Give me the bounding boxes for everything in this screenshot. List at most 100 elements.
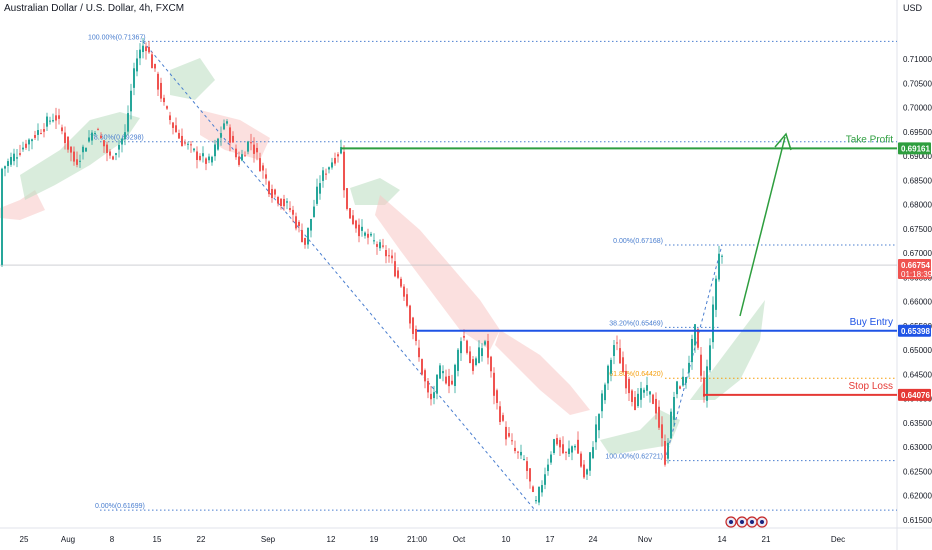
fib-level-label: 0.00%(0.61699) [95,503,145,510]
x-tick-label: Aug [61,535,75,544]
candle-body [349,208,351,219]
candle-body [619,348,621,364]
fib-level-label: 0.00%(0.67168) [613,238,663,245]
candle-body [301,230,303,243]
candle-body [295,216,297,229]
y-tick-label: 0.70000 [903,104,932,113]
candle-body [292,209,294,215]
x-tick-label: 14 [718,535,727,544]
candle-body [184,142,186,144]
candle-body [664,441,666,465]
candle-body [358,224,360,237]
candle-body [205,158,207,164]
candle-body [658,406,660,428]
candle-body [256,147,258,153]
candle-body [73,151,75,162]
candle-body [475,358,477,366]
cloud-segment [375,195,500,350]
candle-body [7,161,9,166]
candle-body [85,147,87,152]
candle-body [64,132,66,144]
fib-trendline [664,244,723,461]
target-arrow-head [774,132,792,151]
candle-body [4,166,6,169]
candle-body [535,500,537,502]
candle-body [709,345,711,371]
fib-level-label: 100.00%(0.71367) [88,34,146,41]
current-price-tag-text: 0.66754 [901,261,930,270]
candle-body [223,123,225,130]
candle-body [385,249,387,257]
candle-body [376,244,378,247]
candle-body [241,154,243,161]
candle-body [673,397,675,420]
x-tick-label: Nov [638,535,652,544]
candle-body [478,347,480,363]
candle-body [334,158,336,164]
candle-body [496,390,498,403]
candle-body [97,129,99,131]
y-tick-label: 0.62000 [903,492,932,501]
candle-body [508,433,510,437]
candle-body [565,451,567,453]
candle-body [493,372,495,396]
candle-body [631,390,633,402]
candle-body [445,376,447,384]
candle-body [232,135,234,143]
take-profit-price-tag-text: 0.69161 [901,144,930,153]
x-tick-label: 24 [589,535,598,544]
candle-body [562,444,564,454]
candle-body [697,329,699,348]
economic-event-icon-dot [740,520,744,524]
y-tick-label: 0.61500 [903,516,932,525]
candle-body [712,304,714,343]
candle-body [46,116,48,127]
x-tick-label: 17 [546,535,555,544]
candle-body [154,63,156,69]
candle-body [604,384,606,401]
buy-entry-label: Buy Entry [850,317,893,328]
candle-body [304,237,306,245]
candle-body [217,138,219,150]
candle-body [247,141,249,152]
candle-body [373,240,375,242]
candle-body [592,447,594,459]
candle-body [472,359,474,371]
candle-body [346,188,348,209]
x-tick-label: Oct [453,535,466,544]
candle-body [454,364,456,386]
candle-body [412,317,414,334]
candle-body [238,156,240,165]
candle-body [661,424,663,439]
candle-body [667,442,669,459]
candle-body [133,68,135,88]
candle-body [283,198,285,207]
candle-body [253,144,255,154]
candle-body [211,156,213,163]
candle-body [463,335,465,338]
candle-body [574,445,576,448]
candle-body [199,155,201,161]
candle-body [370,233,372,236]
candle-body [469,351,471,364]
x-tick-label: 21:00 [407,535,428,544]
fib-level-label: 38.20%(0.65469) [609,320,663,327]
candle-body [640,388,642,400]
candle-body [505,426,507,440]
candle-body [286,201,288,203]
candle-body [715,278,717,310]
candle-body [388,255,390,257]
candle-body [13,153,15,162]
candle-body [337,154,339,157]
candle-body [166,106,168,109]
take-profit-label: Take Profit [846,134,893,145]
candle-body [220,133,222,138]
candle-body [391,255,393,259]
candle-body [16,157,18,159]
candle-body [31,139,33,142]
candle-body [433,392,435,399]
candle-body [244,155,246,157]
target-arrow [739,136,786,317]
candle-body [613,345,615,356]
